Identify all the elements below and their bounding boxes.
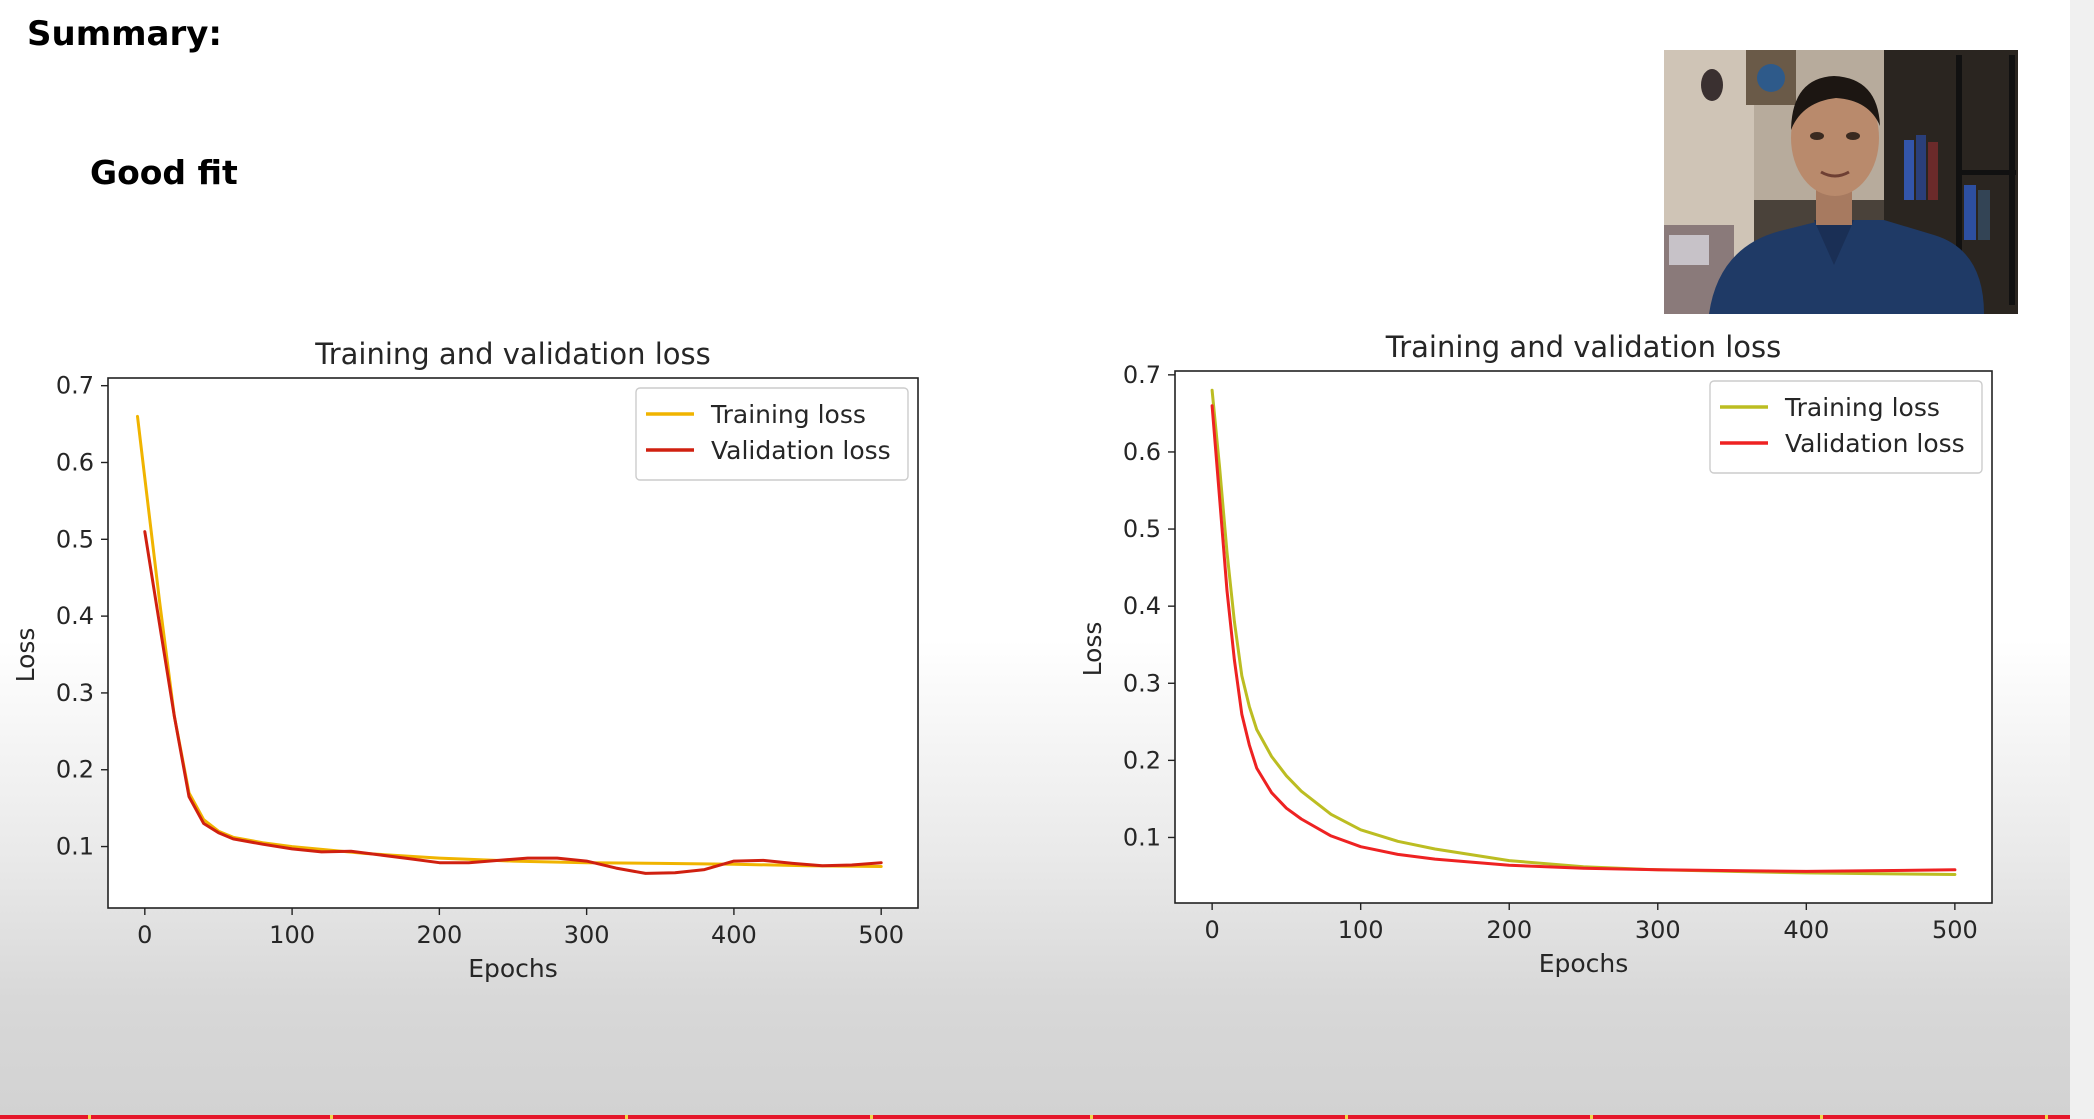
x-tick-label: 200 xyxy=(1486,916,1532,944)
y-tick-label: 0.4 xyxy=(1123,592,1161,620)
y-tick-label: 0.4 xyxy=(56,602,94,630)
x-tick-label: 300 xyxy=(1635,916,1681,944)
y-tick-label: 0.2 xyxy=(1123,746,1161,774)
x-tick-label: 400 xyxy=(1783,916,1829,944)
presenter-video-frame xyxy=(1664,50,2018,314)
y-tick-label: 0.6 xyxy=(56,448,94,476)
y-axis-label: Loss xyxy=(11,628,40,683)
legend-box xyxy=(1709,380,1983,474)
video-progress-fill xyxy=(0,1115,2070,1119)
y-tick-label: 0.2 xyxy=(56,756,94,784)
window-edge xyxy=(2070,0,2094,1119)
plot-frame xyxy=(107,377,919,909)
chapter-marker xyxy=(1345,1115,1348,1119)
chart-title: Training and validation loss xyxy=(1385,330,1781,364)
plot-frame xyxy=(1174,370,1993,904)
chapter-marker xyxy=(1590,1115,1593,1119)
chapter-marker xyxy=(2045,1115,2048,1119)
slide-title: Summary: xyxy=(27,14,223,54)
video-progress-bar[interactable] xyxy=(0,1115,2070,1119)
chart-2 xyxy=(1168,370,1993,910)
legend-label: Training loss xyxy=(1784,393,1940,422)
y-tick-label: 0.5 xyxy=(1123,515,1161,543)
chart-1 xyxy=(101,377,919,915)
y-tick-label: 0.7 xyxy=(56,372,94,400)
x-tick-label: 200 xyxy=(416,921,462,949)
y-tick-label: 0.5 xyxy=(56,525,94,553)
chapter-marker xyxy=(88,1115,91,1119)
x-tick-label: 500 xyxy=(1932,916,1978,944)
y-tick-label: 0.3 xyxy=(56,679,94,707)
y-tick-label: 0.3 xyxy=(1123,669,1161,697)
legend-label: Training loss xyxy=(710,400,866,429)
chapter-marker xyxy=(1090,1115,1093,1119)
y-tick-label: 0.1 xyxy=(56,833,94,861)
x-axis-label: Epochs xyxy=(1539,949,1629,978)
x-tick-label: 300 xyxy=(564,921,610,949)
chart-title: Training and validation loss xyxy=(314,337,710,371)
chapter-marker xyxy=(870,1115,873,1119)
slide-subtitle: Good fit xyxy=(90,153,238,192)
y-tick-label: 0.7 xyxy=(1123,361,1161,389)
legend-box xyxy=(635,387,909,481)
legend-label: Validation loss xyxy=(711,436,891,465)
y-tick-label: 0.1 xyxy=(1123,823,1161,851)
chapter-marker xyxy=(1820,1115,1823,1119)
x-tick-label: 100 xyxy=(269,921,315,949)
x-tick-label: 400 xyxy=(711,921,757,949)
y-axis-label: Loss xyxy=(1078,622,1107,677)
chapter-marker xyxy=(330,1115,333,1119)
series-line-validation-loss xyxy=(143,530,883,875)
chapter-marker xyxy=(625,1115,628,1119)
x-axis-label: Epochs xyxy=(468,954,558,983)
legend-label: Validation loss xyxy=(1785,429,1965,458)
x-tick-label: 500 xyxy=(858,921,904,949)
y-tick-label: 0.6 xyxy=(1123,438,1161,466)
x-tick-label: 0 xyxy=(1204,916,1219,944)
x-tick-label: 100 xyxy=(1338,916,1384,944)
presenter-webcam xyxy=(1664,50,2018,314)
series-line-validation-loss xyxy=(1210,404,1957,873)
x-tick-label: 0 xyxy=(137,921,152,949)
